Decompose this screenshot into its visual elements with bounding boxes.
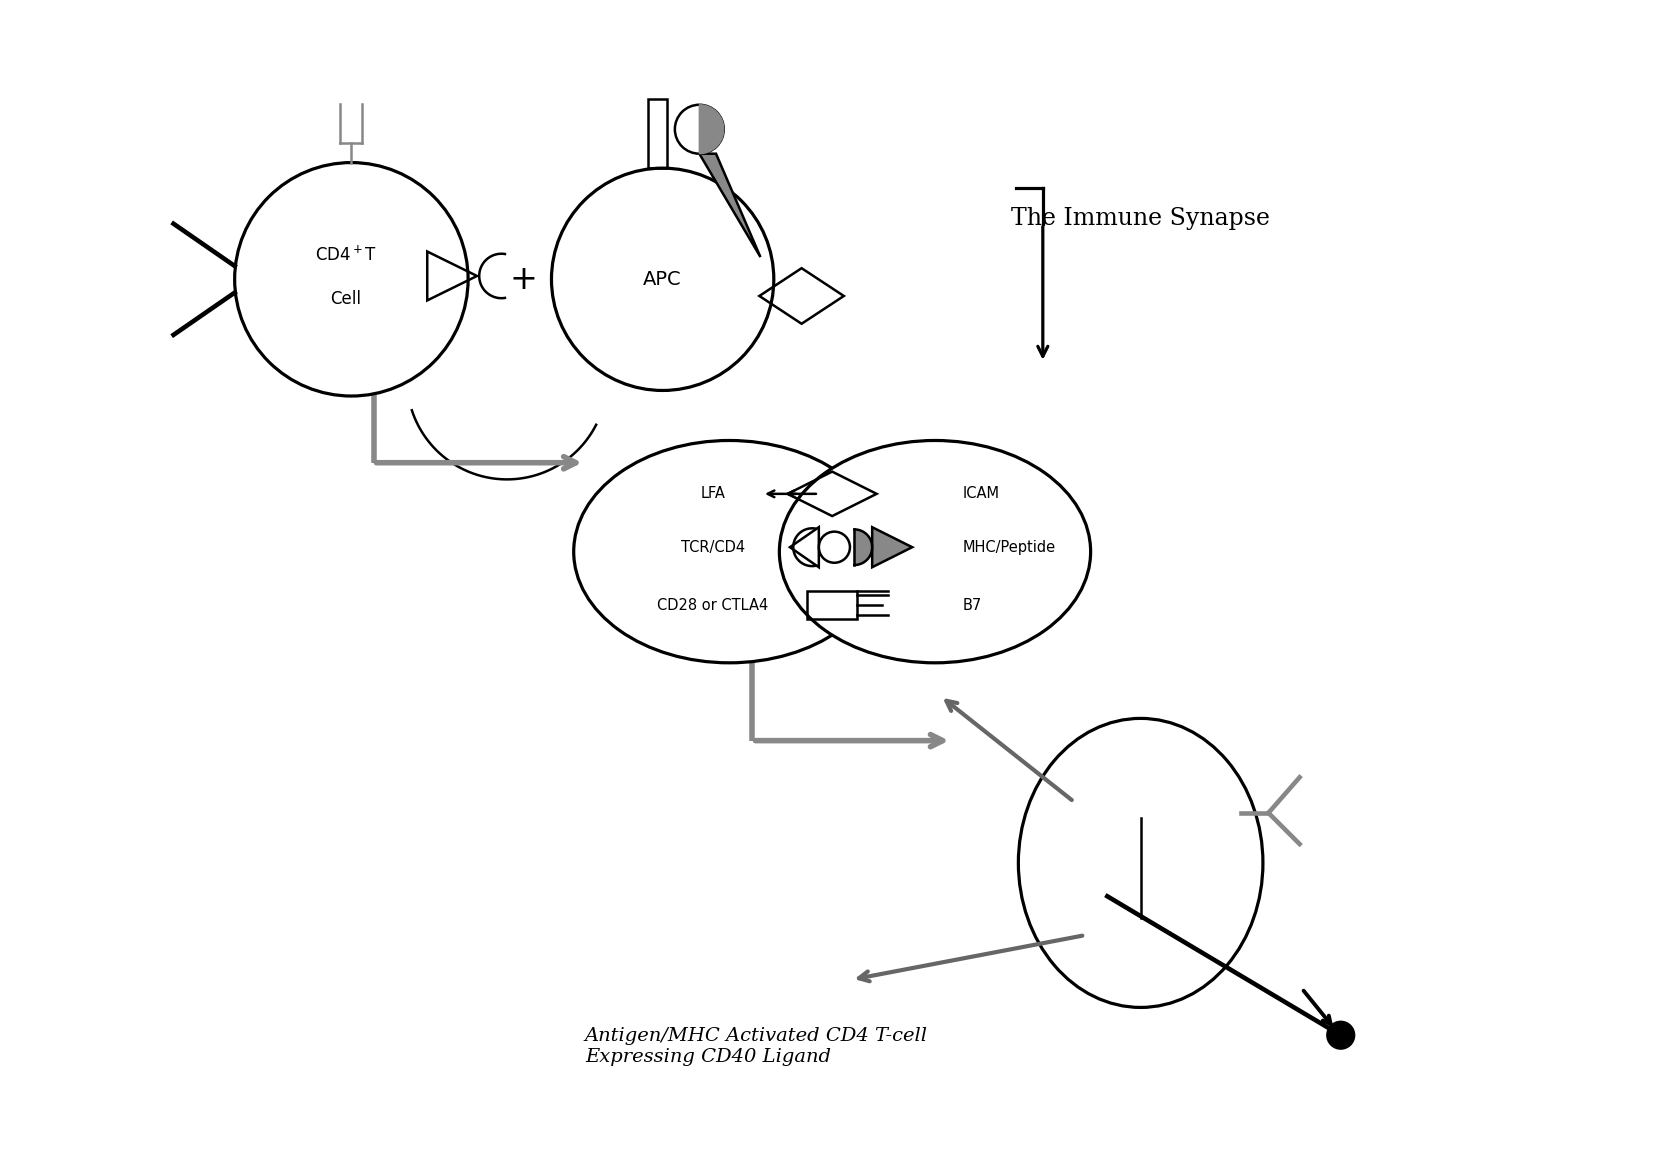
- Text: TCR/CD4: TCR/CD4: [680, 539, 744, 555]
- Ellipse shape: [573, 440, 884, 663]
- Text: APC: APC: [643, 270, 682, 289]
- Text: B7: B7: [963, 598, 981, 613]
- Bar: [806, 591, 857, 619]
- Bar: [647, 99, 667, 168]
- Text: MHC/Peptide: MHC/Peptide: [963, 539, 1055, 555]
- Text: CD28 or CTLA4: CD28 or CTLA4: [657, 598, 768, 613]
- Text: ICAM: ICAM: [963, 487, 1000, 502]
- Ellipse shape: [235, 163, 467, 395]
- Text: Antigen/MHC Activated CD4 T-cell
Expressing CD40 Ligand: Antigen/MHC Activated CD4 T-cell Express…: [585, 1027, 927, 1066]
- Circle shape: [1327, 1021, 1354, 1048]
- Ellipse shape: [780, 440, 1090, 663]
- Text: The Immune Synapse: The Immune Synapse: [1011, 207, 1270, 229]
- Text: CD4$^+$T: CD4$^+$T: [314, 246, 376, 264]
- Text: Cell: Cell: [331, 290, 361, 309]
- Ellipse shape: [551, 168, 773, 391]
- Text: LFA: LFA: [701, 487, 724, 502]
- Circle shape: [674, 105, 724, 153]
- Polygon shape: [699, 105, 724, 153]
- Polygon shape: [853, 529, 872, 565]
- Text: +: +: [509, 263, 538, 296]
- Ellipse shape: [1018, 718, 1262, 1007]
- Polygon shape: [872, 528, 912, 567]
- Polygon shape: [699, 153, 759, 257]
- Circle shape: [818, 531, 850, 563]
